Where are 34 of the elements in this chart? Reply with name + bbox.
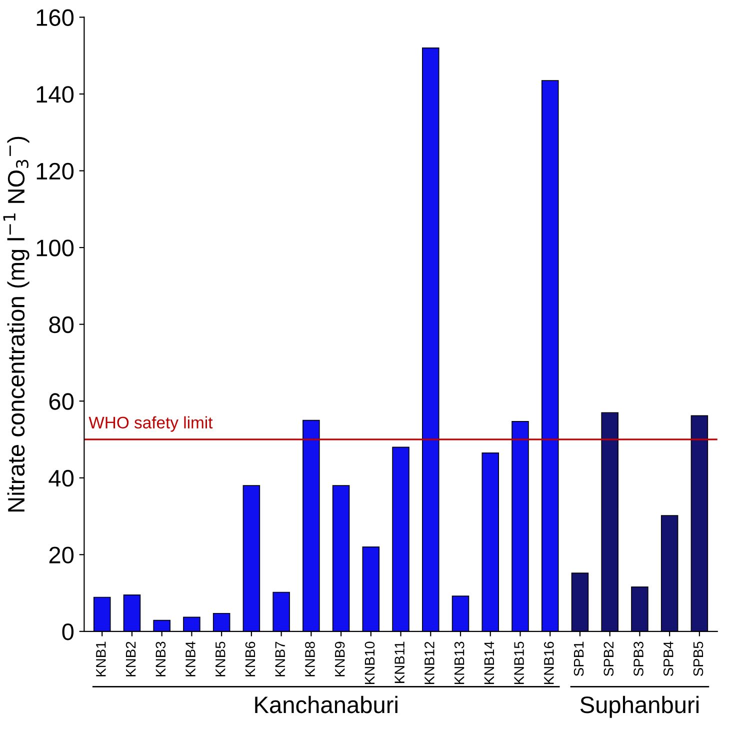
- text: Kanchanaburi: [255, 696, 398, 714]
- x-tick-label: KNB13: [454, 642, 464, 684]
- x-tick-label: SPB1: [574, 642, 584, 676]
- y-tick-label: 120: [36, 162, 74, 180]
- y-axis-title: Nitrate concentration (mg l$^{−1}$ NO$_{3}$$^{−}$): [3, 136, 30, 512]
- x-tick-label: KNB5: [216, 642, 226, 676]
- x-tick-label: KNB12: [424, 642, 434, 684]
- x-tick-label: SPB3: [634, 642, 644, 676]
- x-tick-label: KNB8: [305, 642, 315, 676]
- y-tick-label: 100: [36, 240, 74, 256]
- y-tick-label: 0: [62, 623, 74, 640]
- x-tick-label: SPB5: [693, 642, 704, 676]
- x-tick-label: KNB15: [514, 642, 524, 684]
- x-tick-label: KNB10: [364, 642, 375, 684]
- y-tick-label: 160: [36, 9, 74, 26]
- x-tick-label: KNB11: [394, 642, 404, 683]
- x-tick-label: SPB2: [604, 642, 614, 676]
- x-tick-label: KNB4: [186, 642, 196, 676]
- text: Suphanburi: [580, 696, 699, 718]
- y-tick-label: 20: [49, 546, 74, 564]
- y-tick-label: 40: [48, 470, 74, 487]
- y-tick-label: 60: [49, 393, 74, 410]
- x-tick-label: KNB3: [156, 642, 166, 676]
- x-tick-label: KNB14: [484, 642, 494, 684]
- x-tick-label: KNB16: [544, 642, 554, 684]
- x-tick-label: KNB7: [275, 642, 285, 676]
- x-tick-label: SPB4: [663, 642, 674, 676]
- y-tick-label: 140: [36, 86, 74, 103]
- ref-line-label: WHO safety limit: [88, 416, 213, 432]
- x-tick-label: KNB1: [96, 642, 106, 676]
- x-tick-label: KNB9: [334, 642, 345, 676]
- x-tick-label: KNB2: [126, 642, 136, 676]
- x-tick-label: KNB6: [245, 642, 256, 676]
- y-tick-label: 80: [49, 316, 74, 334]
